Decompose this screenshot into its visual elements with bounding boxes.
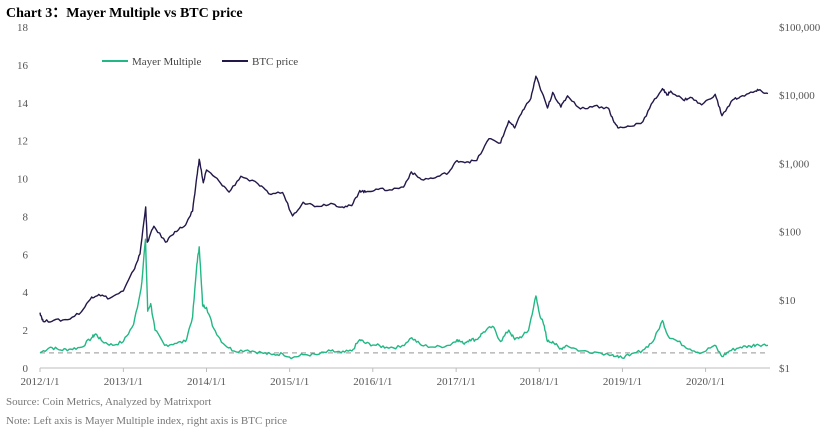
x-tick-label: 2012/1/1 [20, 376, 59, 388]
x-tick-label: 2013/1/1 [104, 376, 143, 388]
legend-label: Mayer Multiple [132, 56, 201, 68]
x-tick-label: 2014/1/1 [187, 376, 226, 388]
left-y-tick-label: 8 [23, 211, 29, 223]
left-y-tick-label: 2 [23, 325, 29, 337]
chart-title: Chart 3：Mayer Multiple vs BTC price [6, 6, 243, 21]
right-y-tick-label: $100,000 [779, 22, 821, 34]
left-y-tick-label: 6 [23, 249, 29, 261]
x-tick-label: 2019/1/1 [603, 376, 642, 388]
left-y-tick-label: 4 [23, 287, 29, 299]
chart: 0 2 4 6 8 10 12 14 16 18 $1 $10 $100 $1,000 $10,000 $10… [17, 22, 821, 388]
right-y-tick-label: $1,000 [779, 158, 810, 170]
left-y-tick-label: 12 [17, 136, 28, 148]
axis-note: Note: Left axis is Mayer Multiple index,… [6, 415, 288, 427]
left-y-tick-label: 18 [17, 22, 29, 34]
series-line-mayer-multiple [39, 238, 769, 360]
right-y-tick-label: $10 [779, 295, 796, 307]
x-tick-label: 2015/1/1 [270, 376, 309, 388]
series-line-btc-price [39, 75, 769, 323]
x-tick-label: 2017/1/1 [437, 376, 476, 388]
source-note: Source: Coin Metrics, Analyzed by Matrix… [6, 396, 212, 408]
right-y-tick-label: $1 [779, 363, 790, 375]
x-tick-label: 2016/1/1 [353, 376, 392, 388]
left-y-tick-label: 10 [17, 174, 29, 186]
left-y-tick-label: 14 [17, 98, 29, 110]
left-y-tick-label: 0 [23, 363, 29, 375]
x-tick-label: 2018/1/1 [520, 376, 559, 388]
legend-label: BTC price [252, 56, 298, 68]
right-y-tick-label: $100 [779, 227, 802, 239]
x-tick-label: 2020/1/1 [686, 376, 725, 388]
left-y-tick-label: 16 [17, 60, 29, 72]
right-y-tick-label: $10,000 [779, 90, 815, 102]
